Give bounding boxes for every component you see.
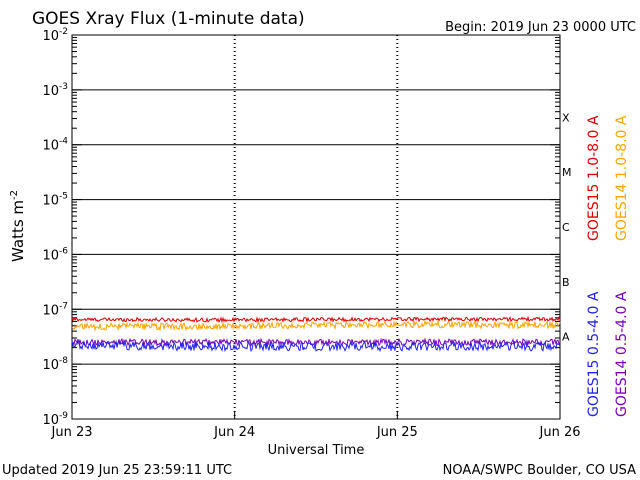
- series-lines: [71, 315, 561, 353]
- xtick-label-0: Jun 23: [51, 425, 93, 440]
- series-line-0: [71, 315, 561, 324]
- legend: GOES15 1.0-8.0 A GOES14 1.0-8.0 A GOES15…: [586, 115, 630, 417]
- legend-goes14-short: GOES14 0.5-4.0 A: [614, 291, 630, 417]
- y-axis-label: Watts m-2: [9, 190, 27, 262]
- series-line-1: [71, 319, 561, 332]
- xtick-label-3: Jun 26: [539, 425, 581, 440]
- ytick-label-1e-9: 10-9: [42, 411, 68, 428]
- ytick-label-1e-7: 10-7: [42, 301, 68, 318]
- vertical-gridlines: [233, 35, 399, 419]
- legend-goes14-long: GOES14 1.0-8.0 A: [614, 115, 630, 241]
- xtick-label-1: Jun 24: [213, 425, 255, 440]
- flare-class-labels: X M C B A: [562, 111, 572, 343]
- x-tick-labels: Jun 23 Jun 24 Jun 25 Jun 26: [51, 425, 581, 440]
- flare-class-M: M: [562, 166, 572, 179]
- plot-area: [71, 34, 561, 420]
- x-axis-label: Universal Time: [268, 443, 365, 458]
- credit: NOAA/SWPC Boulder, CO USA: [443, 463, 636, 478]
- flare-class-B: B: [562, 276, 570, 289]
- ytick-label-1e-8: 10-8: [42, 356, 68, 373]
- legend-goes15-long: GOES15 1.0-8.0 A: [586, 115, 602, 241]
- flare-class-C: C: [562, 221, 570, 234]
- series-line-2: [71, 339, 561, 353]
- ytick-label-1e-2: 10-2: [42, 27, 68, 44]
- series-line-3: [71, 337, 561, 348]
- horizontal-gridlines: [72, 89, 560, 365]
- ytick-label-1e-4: 10-4: [42, 137, 68, 154]
- ytick-label-1e-5: 10-5: [42, 192, 68, 209]
- legend-goes15-short: GOES15 0.5-4.0 A: [586, 291, 602, 417]
- axis-ticks: [71, 34, 561, 420]
- ytick-label-1e-3: 10-3: [42, 82, 68, 99]
- ytick-label-1e-6: 10-6: [42, 246, 68, 263]
- chart-title: GOES Xray Flux (1-minute data): [32, 9, 305, 29]
- begin-date: Begin: 2019 Jun 23 0000 UTC: [445, 20, 636, 35]
- updated-timestamp: Updated 2019 Jun 25 23:59:11 UTC: [2, 463, 232, 478]
- flare-class-A: A: [562, 331, 570, 344]
- flare-class-X: X: [562, 111, 570, 124]
- xtick-label-2: Jun 25: [376, 425, 418, 440]
- y-tick-labels: 10-2 10-3 10-4 10-5 10-6 10-7 10-8 10-9: [42, 27, 68, 428]
